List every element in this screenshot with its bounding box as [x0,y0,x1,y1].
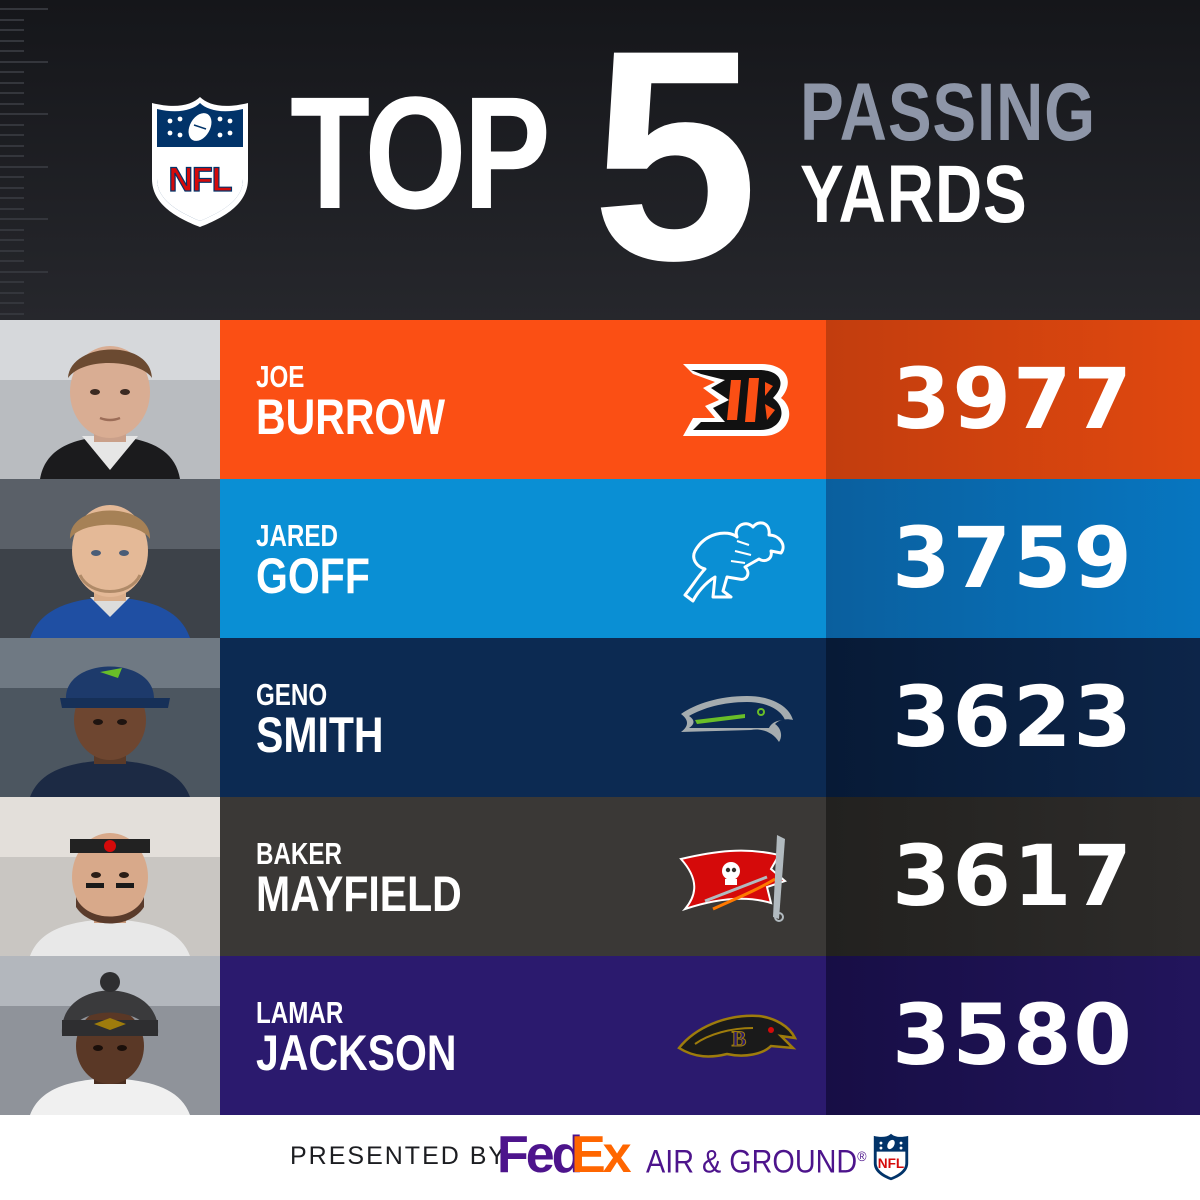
yard-tick [0,92,24,94]
yard-tick [0,50,24,52]
player-last-name: MAYFIELD [256,866,462,922]
yard-tick [0,165,48,168]
yard-tick [0,218,48,220]
player-last-name: BURROW [256,389,446,445]
lions-logo-icon [683,521,785,603]
passing-yards-value: 3759 [892,509,1134,607]
yard-tick [0,239,24,241]
yard-tick [0,8,48,10]
title-stat-line1: PASSING [800,67,1096,158]
yard-tick [0,155,24,157]
yard-tick [0,134,24,136]
player-photo [0,797,220,956]
yard-tick [0,123,24,126]
passing-yards-value: 3617 [892,827,1134,925]
title-number: 5 [591,0,759,320]
leaderboard-row: JARED GOFF 3759 [0,479,1200,638]
passing-yards-value: 3580 [892,986,1134,1084]
yard-tick [0,249,24,252]
player-photo [0,479,220,638]
leaderboard-row: BAKER MAYFIELD 3617 [0,797,1200,956]
player-last-name: GOFF [256,548,370,604]
yard-tick [0,176,24,178]
yard-tick [0,312,24,315]
yard-tick [0,144,24,147]
player-name-panel: LAMAR JACKSON B [220,956,826,1115]
sponsor-footer: PRESENTED BY Fed Ex AIR & GROUND® NFL [0,1115,1200,1200]
title-stat-line2: YARDS [800,149,1028,240]
passing-yards-panel: 3977 [826,320,1200,479]
ravens-logo-icon: B [677,1014,798,1058]
yard-tick [0,81,24,84]
player-first-name: LAMAR [256,995,344,1030]
title-top: TOP [290,63,551,242]
player-name-panel: JARED GOFF [220,479,826,638]
yard-tick [0,291,24,294]
yard-tick [0,71,24,73]
player-last-name: SMITH [256,707,384,763]
buccaneers-logo-icon [679,835,787,922]
fedex-wordmark-fed: Fed [497,1126,583,1184]
player-name-panel: BAKER MAYFIELD [220,797,826,956]
nfl-shield-small-wordmark: NFL [878,1156,904,1171]
presented-by-label: PRESENTED BY [290,1142,508,1170]
yard-tick [0,102,24,105]
passing-yards-panel: 3617 [826,797,1200,956]
yard-tick [0,270,48,273]
yard-tick [0,207,24,210]
yard-tick [0,197,24,199]
player-first-name: BAKER [256,836,342,871]
nfl-shield-wordmark: NFL [168,161,231,199]
player-photo [0,638,220,797]
player-photo [0,320,220,479]
passing-yards-value: 3623 [892,668,1134,766]
yard-tick [0,281,24,283]
yard-tick [0,29,24,31]
player-first-name: JOE [256,359,305,394]
bengals-logo-icon [683,364,790,436]
nfl-shield-icon: NFL [152,97,248,227]
sponsor-tagline-text: AIR & GROUND [646,1143,858,1180]
player-photo [0,956,220,1115]
svg-text:B: B [732,1026,747,1051]
yard-tick [0,302,24,304]
leaderboard-row: JOE BURROW 3977 [0,320,1200,479]
registered-mark: ® [857,1148,867,1164]
yard-tick [0,228,24,231]
passing-yards-panel: 3759 [826,479,1200,638]
nfl-shield-small-icon: NFL [873,1133,909,1181]
yard-tick [0,60,48,63]
player-name-panel: JOE BURROW [220,320,826,479]
passing-yards-value: 3977 [892,350,1134,448]
player-last-name: JACKSON [256,1025,457,1081]
leaderboard-row: LAMAR JACKSON B 3580 [0,956,1200,1115]
passing-yards-panel: 3623 [826,638,1200,797]
yard-tick [0,260,24,262]
sponsor-tagline: AIR & GROUND® [646,1137,867,1180]
leaderboard: JOE BURROW 3977 [0,320,1200,1115]
yard-line-ticks [0,0,60,320]
passing-yards-panel: 3580 [826,956,1200,1115]
yard-tick [0,18,24,21]
player-name-panel: GENO SMITH [220,638,826,797]
fedex-wordmark-ex: Ex [571,1126,632,1184]
seahawks-logo-icon [681,696,793,742]
leaderboard-row: GENO SMITH 3623 [0,638,1200,797]
yard-tick [0,39,24,42]
player-first-name: GENO [256,677,328,712]
player-first-name: JARED [256,518,338,553]
header-banner: NFL TOP 5 PASSING YARDS [0,0,1200,320]
yard-tick [0,186,24,189]
yard-tick [0,113,48,115]
